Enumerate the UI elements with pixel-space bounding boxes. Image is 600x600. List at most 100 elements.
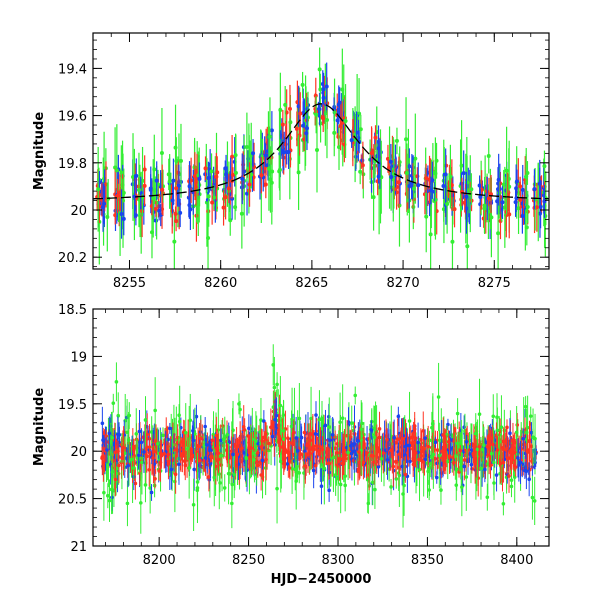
data-point <box>331 455 336 460</box>
top-panel: 8255 8260 8265 8270 8275 19.4 19.6 19.8 20 20.2 M… <box>32 32 550 291</box>
data-point <box>385 437 389 442</box>
data-point <box>216 428 221 432</box>
data-point <box>281 458 286 462</box>
data-point <box>116 449 120 453</box>
data-point <box>349 421 354 425</box>
data-point <box>114 380 119 384</box>
data-point <box>394 440 398 445</box>
data-point <box>173 211 178 216</box>
data-point <box>162 452 166 456</box>
data-point <box>285 462 290 466</box>
data-point <box>252 458 256 462</box>
data-point <box>298 452 303 456</box>
data-point <box>140 460 144 465</box>
data-point <box>433 440 438 445</box>
data-point <box>280 122 285 127</box>
data-point <box>371 454 375 458</box>
data-point <box>129 457 134 462</box>
data-point <box>449 433 454 437</box>
data-point <box>370 480 375 485</box>
data-point <box>421 429 426 433</box>
data-point <box>209 169 214 174</box>
data-point <box>287 106 292 111</box>
data-point <box>231 452 235 457</box>
data-point <box>518 460 523 465</box>
data-point <box>338 124 343 129</box>
data-point <box>489 215 494 220</box>
data-point <box>520 214 525 219</box>
data-point <box>275 486 279 491</box>
data-point <box>259 173 264 178</box>
data-point <box>478 194 483 199</box>
bottom-panel: 8200 8250 8300 8350 8400 18.5 19 19.5 20 20.5 21 M… <box>32 303 550 587</box>
data-point <box>195 486 200 490</box>
data-point <box>501 439 506 444</box>
data-point <box>318 450 322 455</box>
data-point <box>133 481 138 486</box>
data-point <box>465 445 469 450</box>
data-point <box>524 225 529 230</box>
top-x-tick-label: 8255 <box>113 276 146 291</box>
data-point <box>137 429 142 434</box>
data-point <box>477 444 482 449</box>
data-point <box>304 131 309 136</box>
data-point <box>297 416 302 421</box>
data-point <box>523 404 528 409</box>
data-point <box>522 442 526 447</box>
data-point <box>361 440 366 445</box>
data-point <box>505 446 509 451</box>
data-point <box>101 205 106 210</box>
data-point <box>105 493 110 498</box>
data-point <box>490 442 495 447</box>
data-point <box>372 435 377 440</box>
data-point <box>235 452 240 457</box>
data-point <box>397 473 402 478</box>
data-point <box>504 168 509 173</box>
data-point <box>177 462 181 467</box>
bottom-y-tick-label: 19.5 <box>58 398 87 413</box>
data-point <box>486 153 491 158</box>
data-point <box>402 453 406 457</box>
data-point <box>324 84 329 89</box>
data-point <box>408 459 412 464</box>
data-point <box>134 432 139 436</box>
data-point <box>411 186 416 191</box>
data-point <box>294 126 299 131</box>
data-point <box>233 170 238 175</box>
data-point <box>479 466 483 471</box>
data-point <box>377 427 382 431</box>
data-point <box>219 438 223 443</box>
data-point <box>321 116 326 121</box>
data-point <box>452 207 457 212</box>
data-point <box>255 463 260 468</box>
data-point <box>407 419 412 423</box>
data-point <box>269 180 274 185</box>
data-point <box>394 138 399 143</box>
data-point <box>319 484 324 488</box>
data-point <box>495 448 500 452</box>
data-point <box>191 438 196 443</box>
data-point <box>489 451 494 456</box>
data-point <box>293 467 298 472</box>
data-point <box>218 481 222 485</box>
data-point <box>207 475 211 479</box>
data-point <box>149 490 154 495</box>
data-point <box>161 433 165 438</box>
data-point <box>121 216 126 221</box>
data-point <box>302 430 307 435</box>
data-point <box>266 166 271 171</box>
data-point <box>170 458 174 462</box>
data-point <box>172 239 177 244</box>
data-point <box>542 164 547 169</box>
data-point <box>509 484 514 489</box>
data-point <box>367 437 371 441</box>
data-point <box>389 448 393 452</box>
data-point <box>494 473 499 477</box>
data-point <box>404 137 409 142</box>
top-y-tick-label: 19.4 <box>58 62 87 77</box>
data-point <box>271 363 276 367</box>
data-point <box>534 205 539 210</box>
data-point <box>151 449 156 454</box>
data-point <box>136 187 141 192</box>
